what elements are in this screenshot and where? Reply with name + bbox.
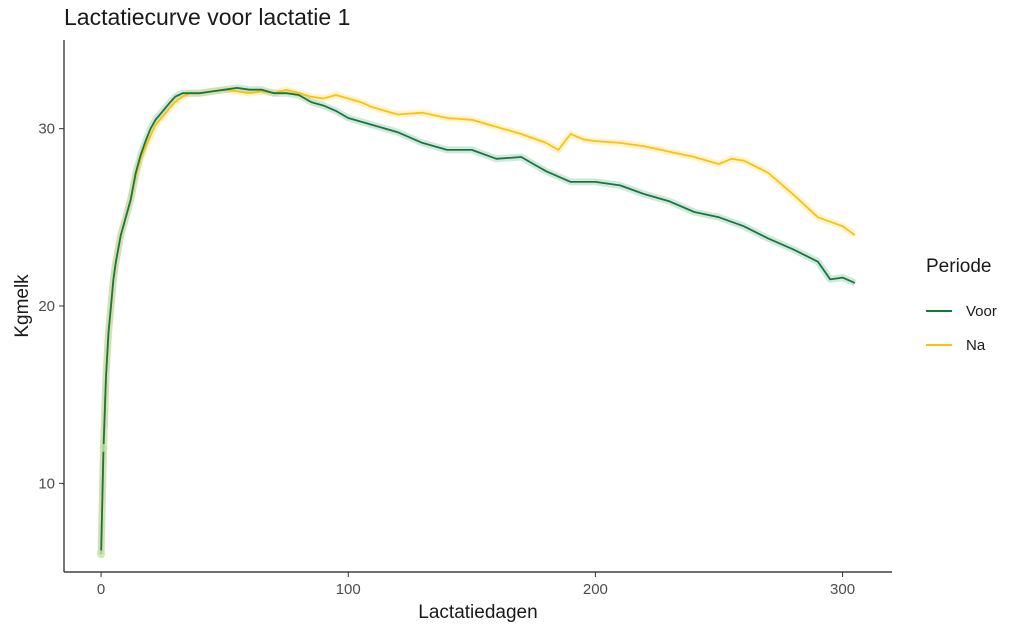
legend-label-voor: Voor [966,302,997,320]
legend: Periode Voor Na [926,256,997,362]
x-tick-label: 300 [830,581,855,598]
x-tick-label: 0 [97,581,105,598]
series-glow-na [97,86,857,555]
data-point-marker [99,443,108,452]
legend-key-voor [926,302,952,320]
y-ticks: 10 20 30 [38,121,64,492]
x-axis-title: Lactatiedagen [418,602,537,623]
y-axis-title: Kgmelk [12,274,33,338]
legend-item-na: Na [926,328,997,362]
x-tick-label: 200 [583,581,608,598]
y-tick-label: 10 [38,475,55,492]
series-layer [97,87,856,559]
x-tick-label: 100 [336,581,361,598]
legend-title: Periode [926,256,992,277]
series-line-voor [100,87,856,555]
y-tick-label: 30 [38,121,55,138]
y-tick-label: 20 [38,298,55,315]
data-point-marker [97,550,106,559]
legend-label-na: Na [966,336,986,354]
legend-item-voor: Voor [926,294,997,328]
legend-key-na [926,336,952,354]
chart-title: Lactatiecurve voor lactatie 1 [64,4,351,30]
series-glow-layer [97,84,857,555]
x-ticks: 0 100 200 300 [97,572,855,598]
